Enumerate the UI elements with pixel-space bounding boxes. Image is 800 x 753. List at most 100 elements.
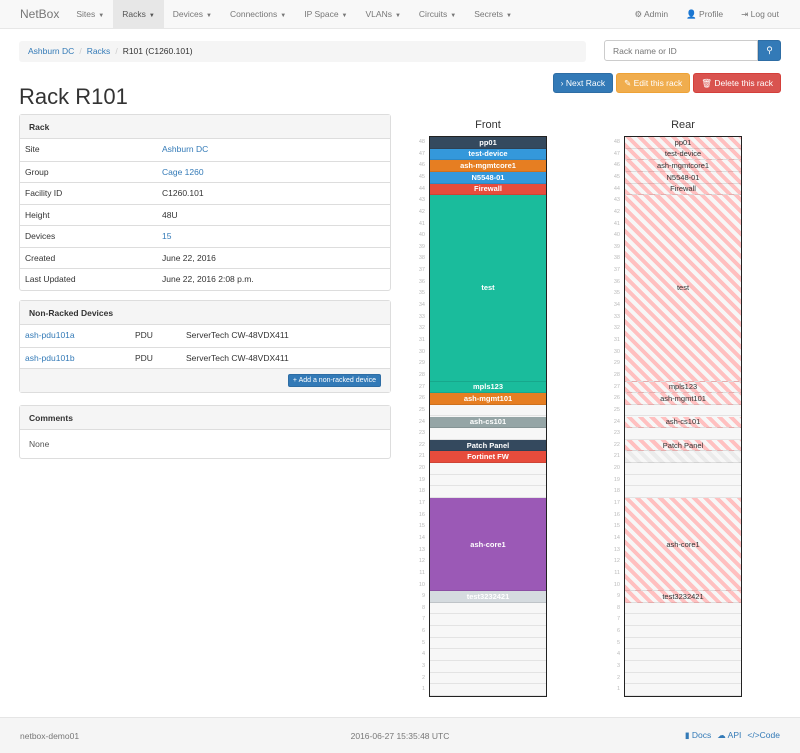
empty-slot[interactable] (430, 684, 546, 696)
unit-number: 3 (421, 663, 425, 670)
rack-device-front[interactable]: ash-cs101 (430, 416, 546, 429)
empty-slot[interactable] (430, 486, 546, 499)
empty-slot[interactable] (625, 661, 741, 673)
nav-profile[interactable]: 👤 Profile (677, 0, 732, 29)
nav-racks[interactable]: Racks ▼ (113, 0, 164, 29)
rack-device-rear[interactable]: N5548-01 (625, 171, 741, 184)
empty-slot[interactable] (625, 475, 741, 487)
attr-value[interactable]: Ashburn DC (162, 144, 209, 154)
nav-sites[interactable]: Sites ▼ (67, 0, 113, 29)
breadcrumb-site[interactable]: Ashburn DC (28, 46, 75, 56)
device-name: test-device (664, 149, 702, 159)
rack-device-rear[interactable]: Firewall (625, 183, 741, 196)
unit-number: 12 (418, 558, 425, 565)
empty-slot[interactable] (430, 614, 546, 627)
rack-device-front[interactable]: pp01 (430, 137, 546, 149)
nav-vlans[interactable]: VLANs ▼ (357, 0, 410, 29)
empty-slot[interactable] (625, 638, 741, 650)
rack-device-rear[interactable]: ash-mgmt101 (625, 393, 741, 405)
rack-attr-row: Facility ID C1260.101 (20, 182, 390, 204)
empty-slot[interactable] (430, 649, 546, 662)
nav-log-out[interactable]: ⇥ Log out (732, 0, 788, 29)
empty-slot[interactable] (625, 603, 741, 615)
attr-key: Site (25, 144, 40, 154)
search-input[interactable] (604, 40, 758, 61)
rack-device-rear[interactable]: test-device (625, 148, 741, 161)
unit-number: 38 (418, 255, 425, 262)
attr-value[interactable]: Cage 1260 (162, 166, 204, 177)
nav-circuits[interactable]: Circuits ▼ (410, 0, 465, 29)
empty-slot[interactable] (430, 428, 546, 440)
rack-device-rear[interactable]: test (625, 195, 741, 382)
rack-device-rear[interactable]: ash-cs101 (625, 416, 741, 429)
api-link[interactable]: ☁ API (717, 730, 741, 741)
empty-slot[interactable] (625, 649, 741, 662)
nav-label: Circuits (418, 8, 448, 19)
breadcrumb-racks[interactable]: Racks (86, 46, 111, 56)
rack-device-rear[interactable]: test3232421 (625, 591, 741, 603)
rack-device-rear[interactable]: ash-mgmtcore1 (625, 160, 741, 172)
unit-number: 17 (613, 500, 620, 507)
next-rack-button[interactable]: › Next Rack (552, 73, 614, 93)
nav-devices[interactable]: Devices ▼ (164, 0, 221, 29)
empty-slot[interactable] (625, 614, 741, 627)
search-button[interactable]: ⚲ (758, 40, 781, 61)
nav-admin[interactable]: ⚙ Admin (625, 0, 677, 29)
rack-device-front[interactable]: Fortinet FW (430, 451, 546, 464)
empty-slot[interactable] (430, 626, 546, 638)
edit-rack-button[interactable]: ✎ Edit this rack (616, 73, 691, 93)
empty-slot[interactable] (430, 638, 546, 650)
attr-key: Height (25, 209, 50, 220)
rack-device-front[interactable]: test3232421 (430, 591, 546, 603)
unit-number: 29 (418, 360, 425, 367)
nav-connections[interactable]: Connections ▼ (221, 0, 295, 29)
unit-number: 7 (421, 616, 425, 623)
code-link[interactable]: </>Code (747, 730, 780, 741)
empty-slot[interactable] (625, 405, 741, 417)
nav-ip-space[interactable]: IP Space ▼ (295, 0, 356, 29)
empty-slot[interactable] (625, 684, 741, 696)
attr-value[interactable]: 15 (162, 231, 172, 241)
empty-slot[interactable] (625, 428, 741, 440)
empty-slot[interactable] (430, 475, 546, 487)
rack-device-front[interactable]: ash-core1 (430, 498, 546, 592)
nav-secrets[interactable]: Secrets ▼ (465, 0, 521, 29)
empty-slot[interactable] (430, 603, 546, 615)
rack-device-front[interactable]: test-device (430, 148, 546, 161)
unit-number: 1 (421, 686, 425, 693)
rack-device-front[interactable]: mpls123 (430, 381, 546, 394)
rack-device-rear[interactable]: mpls123 (625, 381, 741, 394)
empty-slot[interactable] (625, 486, 741, 499)
rack-device-rear[interactable]: ash-core1 (625, 498, 741, 592)
rack-device-front[interactable]: Patch Panel (430, 439, 546, 452)
caret-down-icon: ▼ (280, 12, 287, 19)
device-link[interactable]: ash-pdu101a (25, 330, 75, 340)
unit-number: 32 (613, 325, 620, 332)
device-name: pp01 (479, 137, 497, 147)
docs-link[interactable]: ▮ Docs (685, 730, 711, 741)
empty-slot[interactable] (625, 673, 741, 685)
empty-slot[interactable] (430, 673, 546, 685)
unit-number: 4 (421, 651, 425, 658)
rack-device-front[interactable]: Firewall (430, 183, 546, 196)
rack-device-rear[interactable]: Patch Panel (625, 439, 741, 452)
non-racked-row: ash-pdu101b PDU ServerTech CW-48VDX411 (20, 346, 390, 369)
empty-slot[interactable] (625, 463, 741, 475)
empty-slot[interactable] (430, 661, 546, 673)
rack-device-front[interactable]: ash-mgmt101 (430, 393, 546, 405)
rack-device-rear[interactable]: pp01 (625, 137, 741, 149)
empty-slot[interactable] (430, 463, 546, 475)
delete-rack-button[interactable]: 🗑 Delete this rack (693, 73, 781, 93)
device-link[interactable]: ash-pdu101b (25, 352, 75, 363)
rack-device-front[interactable]: ash-mgmtcore1 (430, 160, 546, 172)
add-non-racked-button[interactable]: + Add a non-racked device (287, 374, 381, 387)
empty-slot[interactable] (430, 405, 546, 417)
device-type: ServerTech CW-48VDX411 (186, 330, 289, 340)
rack-attr-row: Height 48U (20, 203, 390, 226)
rack-device-front[interactable]: N5548-01 (430, 171, 546, 184)
brand-logo[interactable]: NetBox (20, 7, 60, 21)
unit-number: 27 (418, 383, 425, 390)
rack-device-rear[interactable] (625, 451, 741, 464)
rack-device-front[interactable]: test (430, 195, 546, 382)
empty-slot[interactable] (625, 626, 741, 638)
